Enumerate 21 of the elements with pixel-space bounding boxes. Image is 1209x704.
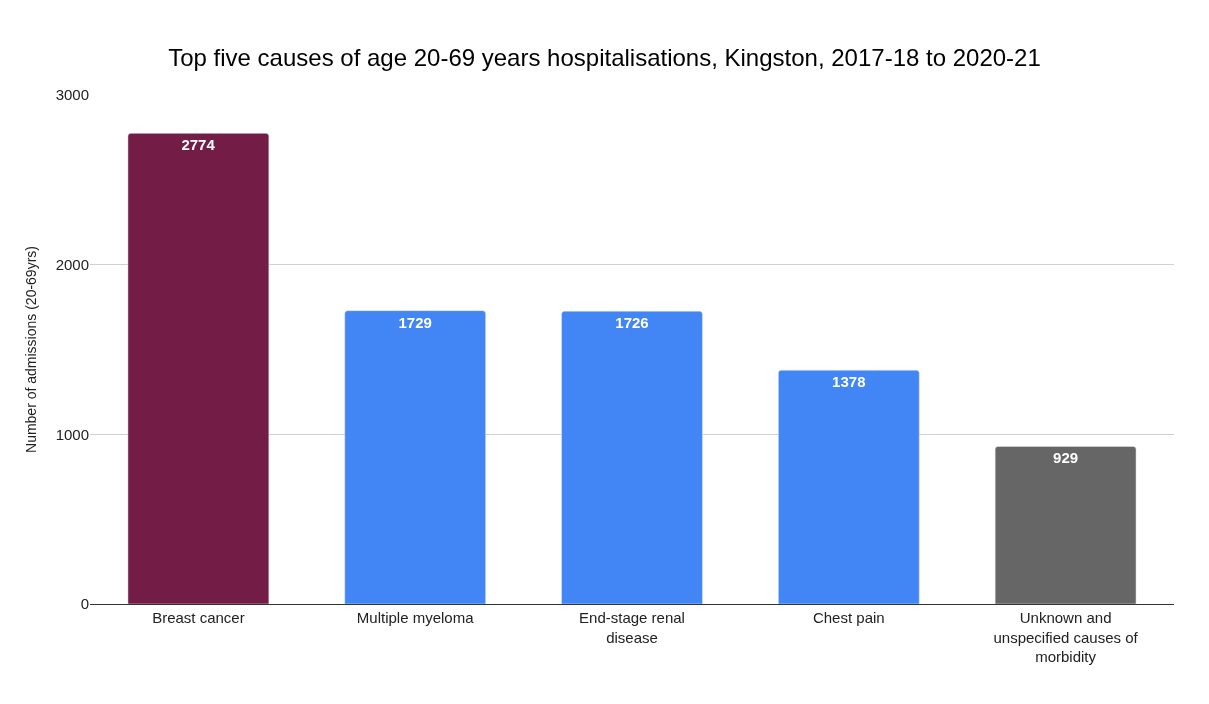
y-tick-label: 0 bbox=[80, 595, 89, 613]
data-label: 2774 bbox=[181, 136, 216, 154]
y-tick-label: 1000 bbox=[55, 425, 89, 443]
x-tick-label: Chest pain bbox=[812, 609, 885, 626]
bar bbox=[127, 133, 270, 604]
y-tick-label: 2000 bbox=[55, 255, 89, 273]
x-tick-label: Breast cancer bbox=[152, 609, 245, 626]
data-label: 929 bbox=[1053, 449, 1079, 467]
bar bbox=[994, 446, 1137, 604]
data-label: 1378 bbox=[832, 373, 866, 391]
chart-title: Top five causes of age 20-69 years hospitalisations, Kingston, 2017-18 to 2020-21 bbox=[168, 44, 1041, 72]
y-axis-title: Number of admissions (20-69yrs) bbox=[23, 246, 40, 453]
bar bbox=[778, 369, 920, 604]
data-label: 1726 bbox=[615, 314, 649, 332]
x-tick-label: Unknown and unspecified causes of morbidity bbox=[993, 609, 1139, 665]
x-tick-label: Multiple myeloma bbox=[356, 609, 475, 626]
x-tick-label: End-stage renal disease bbox=[579, 609, 685, 646]
data-label: 1729 bbox=[398, 313, 432, 331]
bar bbox=[344, 310, 486, 604]
bar bbox=[561, 310, 703, 604]
y-tick-label: 3000 bbox=[55, 86, 89, 104]
